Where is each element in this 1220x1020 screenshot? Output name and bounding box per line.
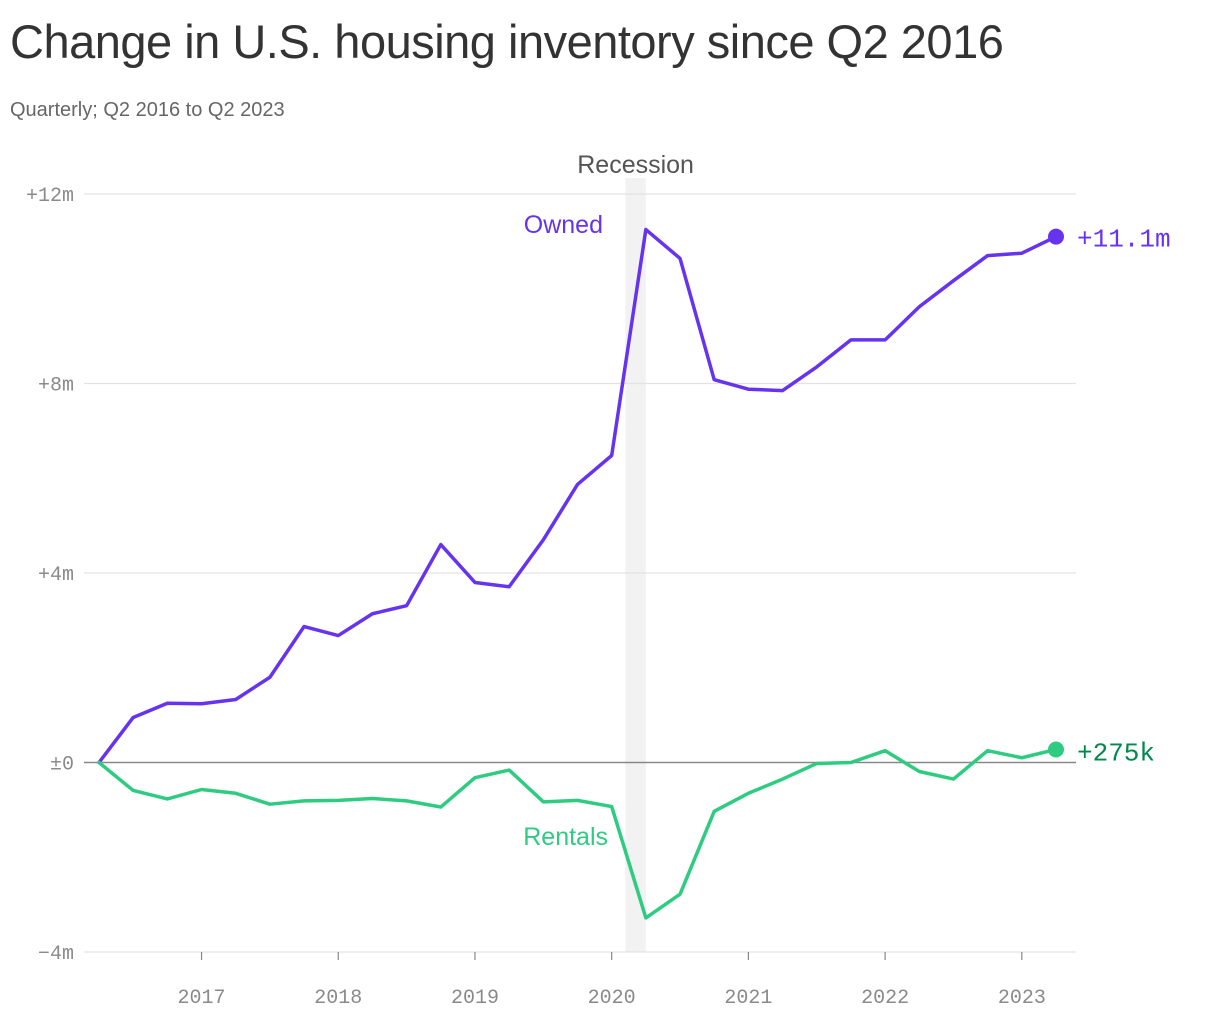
end-label-owned: +11.1m (1077, 225, 1171, 255)
x-tick-label: 2021 (724, 987, 772, 1010)
series-end-point-rentals (1048, 741, 1064, 758)
end-label-rentals: +275k (1077, 738, 1155, 768)
series-line-owned (97, 227, 1058, 765)
recession-label: Recession (577, 151, 694, 179)
chart-subtitle: Quarterly; Q2 2016 to Q2 2023 (10, 99, 285, 121)
x-tick-label: 2017 (178, 987, 226, 1010)
x-tick-label: 2022 (861, 987, 909, 1010)
y-tick-label: +8m (38, 375, 74, 398)
series-label-owned: Owned (524, 211, 603, 239)
recession-band (625, 178, 646, 952)
series-label-rentals: Rentals (523, 823, 608, 851)
x-tick-label: 2020 (588, 987, 636, 1010)
y-tick-label: ±0 (50, 754, 74, 777)
y-tick-label: −4m (38, 943, 74, 966)
x-tick-label: 2018 (314, 987, 362, 1010)
x-tick-label: 2023 (998, 987, 1046, 1010)
y-tick-label: +12m (26, 185, 74, 208)
series-end-point-owned (1048, 228, 1064, 245)
x-tick-label: 2019 (451, 987, 499, 1010)
series-line-rentals (97, 747, 1058, 920)
chart-title: Change in U.S. housing inventory since Q… (10, 15, 1004, 68)
y-tick-label: +4m (38, 564, 74, 587)
